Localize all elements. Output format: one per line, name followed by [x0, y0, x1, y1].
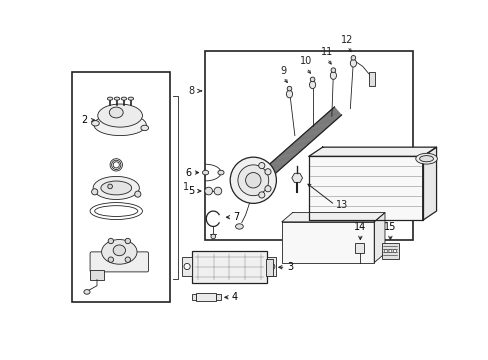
Ellipse shape [202, 170, 208, 175]
Text: 3: 3 [286, 262, 293, 272]
Bar [265, 259, 273, 276]
Text: 14: 14 [353, 222, 366, 232]
Ellipse shape [329, 72, 336, 80]
Ellipse shape [109, 107, 123, 118]
Ellipse shape [415, 153, 436, 164]
Circle shape [125, 238, 130, 244]
Bar [191, 294, 196, 300]
Text: 4: 4 [231, 292, 237, 302]
Bar [381, 243, 398, 259]
Text: 15: 15 [384, 222, 396, 232]
Ellipse shape [107, 97, 113, 100]
Ellipse shape [309, 81, 315, 89]
Bar [71, 72, 170, 302]
Circle shape [258, 192, 264, 198]
Text: 7: 7 [233, 212, 239, 222]
Circle shape [204, 187, 212, 195]
Ellipse shape [101, 181, 131, 195]
Ellipse shape [286, 90, 292, 98]
Text: 2: 2 [81, 115, 87, 125]
Bar [216, 294, 221, 300]
Text: 5: 5 [187, 186, 194, 196]
Circle shape [330, 68, 335, 72]
Ellipse shape [218, 170, 224, 175]
Circle shape [350, 55, 355, 60]
Polygon shape [308, 156, 422, 220]
Circle shape [183, 264, 190, 270]
Circle shape [125, 257, 130, 262]
Circle shape [245, 172, 261, 188]
Circle shape [91, 189, 98, 195]
Circle shape [264, 186, 270, 192]
Bar [196, 293, 216, 301]
Ellipse shape [114, 97, 120, 100]
Circle shape [393, 249, 396, 253]
Ellipse shape [128, 97, 133, 100]
Polygon shape [422, 147, 436, 220]
Text: 8: 8 [187, 86, 194, 96]
Ellipse shape [349, 59, 356, 67]
Circle shape [258, 162, 264, 169]
Ellipse shape [93, 176, 139, 199]
Polygon shape [281, 213, 384, 222]
Circle shape [286, 86, 291, 91]
Bar [204, 51, 412, 239]
Bar [182, 257, 191, 276]
Polygon shape [308, 147, 436, 156]
Text: 11: 11 [321, 47, 333, 57]
Bar [266, 257, 276, 276]
Circle shape [214, 187, 221, 195]
Ellipse shape [419, 156, 432, 162]
Circle shape [384, 249, 386, 253]
Bar [90, 270, 104, 280]
Ellipse shape [121, 97, 126, 100]
Ellipse shape [98, 104, 142, 127]
Circle shape [108, 238, 113, 244]
Circle shape [107, 184, 112, 189]
Ellipse shape [102, 239, 137, 264]
Bar [368, 72, 374, 86]
Circle shape [388, 249, 391, 253]
Polygon shape [281, 222, 373, 263]
Text: 10: 10 [300, 56, 312, 66]
Bar [354, 243, 364, 253]
Circle shape [264, 169, 270, 175]
Text: 13: 13 [335, 200, 347, 210]
Ellipse shape [141, 125, 148, 131]
Ellipse shape [235, 224, 243, 229]
Circle shape [268, 264, 274, 270]
Bar [191, 251, 266, 283]
Circle shape [310, 77, 314, 82]
Ellipse shape [94, 114, 146, 136]
Ellipse shape [91, 121, 99, 126]
Text: 6: 6 [185, 167, 191, 177]
Text: 12: 12 [340, 35, 353, 45]
Text: 1: 1 [182, 182, 188, 192]
Circle shape [230, 157, 276, 203]
Circle shape [108, 257, 113, 262]
FancyBboxPatch shape [90, 252, 148, 272]
Circle shape [238, 165, 268, 195]
Polygon shape [373, 213, 384, 263]
Circle shape [135, 191, 141, 197]
Circle shape [210, 234, 215, 239]
Ellipse shape [84, 289, 90, 294]
Ellipse shape [113, 245, 125, 256]
Text: 9: 9 [280, 66, 286, 76]
